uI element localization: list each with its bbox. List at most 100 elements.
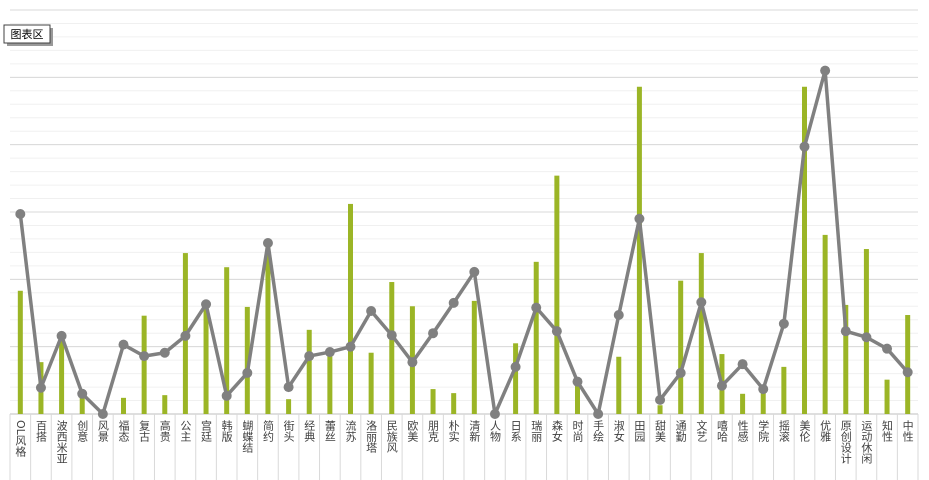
line-marker	[758, 384, 769, 395]
line-marker	[180, 330, 191, 341]
x-tick-label: 性感	[736, 419, 749, 442]
bar	[822, 234, 828, 414]
x-tick-label: 甜美	[654, 420, 667, 442]
x-tick-label: 淑女	[612, 420, 625, 443]
x-tick-label: 流苏	[344, 419, 357, 443]
x-tick-label: 高贵	[158, 419, 171, 443]
line-marker	[35, 382, 46, 393]
line-marker	[428, 328, 439, 339]
x-tick-label: 瑞丽	[530, 419, 543, 443]
x-tick-label: 韩版	[220, 419, 233, 443]
bar	[802, 86, 807, 414]
bar	[678, 280, 684, 414]
line-marker	[221, 390, 232, 401]
x-tick-label: 街头	[282, 419, 295, 442]
line-marker	[97, 409, 108, 419]
x-tick-label: 原创设计	[839, 420, 852, 465]
x-tick-label: 波西米亚	[55, 420, 68, 464]
x-tick-label: 森女	[550, 419, 563, 443]
line-marker	[696, 297, 707, 308]
bar	[286, 399, 292, 414]
x-tick-label: 朋克	[427, 420, 440, 442]
line-marker	[304, 351, 315, 362]
line-marker	[551, 326, 562, 337]
x-tick-label: 简约	[261, 419, 274, 443]
bar	[884, 379, 890, 414]
x-tick-label: 通勤	[674, 420, 687, 443]
line-marker	[778, 318, 789, 329]
bar	[636, 86, 642, 414]
x-tick-label: 百搭	[34, 420, 47, 443]
bar	[575, 385, 580, 414]
x-tick-label: 欧美	[406, 420, 419, 442]
x-tick-label: 宫廷	[200, 419, 213, 443]
line-marker	[861, 332, 872, 343]
x-tick-label: 知性	[881, 419, 894, 443]
line-marker	[716, 380, 727, 391]
line-marker	[118, 339, 129, 350]
bar	[121, 397, 126, 414]
line-marker	[139, 351, 150, 362]
line-marker	[262, 237, 273, 248]
bar	[17, 290, 23, 414]
x-tick-label: 福态	[117, 419, 130, 442]
x-tick-label: 公主	[179, 420, 192, 442]
bar	[203, 304, 209, 414]
x-tick-label: 洛丽塔	[365, 419, 378, 454]
bar	[781, 366, 787, 414]
x-tick-label: 优雅	[819, 420, 832, 442]
bar	[760, 389, 766, 414]
x-tick-label: 摇滚	[777, 419, 790, 443]
line-marker	[448, 297, 459, 308]
bar	[306, 329, 312, 414]
bar	[554, 175, 560, 414]
x-tick-label: 手绘	[592, 419, 605, 443]
x-tick-label: 复古	[138, 419, 151, 442]
x-tick-label: 嘻哈	[715, 420, 728, 443]
line-marker	[840, 326, 851, 337]
line-marker	[283, 382, 294, 393]
line-marker	[386, 330, 397, 341]
line-marker	[572, 376, 583, 387]
line-marker	[469, 266, 480, 277]
x-tick-label: 学院	[757, 419, 770, 442]
x-tick-label: 清新	[468, 420, 481, 442]
line-marker	[531, 302, 542, 313]
bar	[616, 356, 622, 414]
x-tick-label: 创意	[76, 420, 89, 442]
line-marker	[799, 141, 810, 152]
x-tick-label: 蕾丝	[323, 420, 336, 442]
bar	[740, 393, 746, 414]
line-marker	[737, 359, 748, 370]
bar	[389, 282, 395, 414]
bar	[451, 393, 457, 414]
bar	[905, 315, 911, 414]
line-marker	[159, 347, 170, 358]
bar	[657, 405, 663, 414]
bar	[863, 249, 869, 414]
bar	[327, 352, 333, 414]
bar	[79, 393, 85, 414]
line-marker	[593, 409, 604, 419]
bar	[59, 337, 65, 414]
x-tick-label: 文艺	[695, 419, 708, 442]
line-marker	[489, 409, 500, 419]
line-marker	[77, 388, 88, 399]
x-tick-label: 时尚	[571, 420, 584, 443]
bar	[348, 203, 353, 414]
x-tick-label: 人物	[488, 420, 501, 442]
bar	[513, 343, 519, 414]
x-tick-label: 美伦	[798, 420, 811, 442]
bar	[698, 253, 704, 414]
line-marker	[882, 343, 893, 354]
annotation-box	[3, 24, 51, 44]
x-tick-label: 田园	[633, 420, 646, 443]
line-marker	[242, 367, 253, 378]
line-marker	[56, 330, 67, 341]
line-marker	[613, 310, 624, 321]
bar	[368, 352, 374, 414]
line-marker	[820, 65, 831, 76]
x-tick-label: 中性	[901, 420, 914, 443]
